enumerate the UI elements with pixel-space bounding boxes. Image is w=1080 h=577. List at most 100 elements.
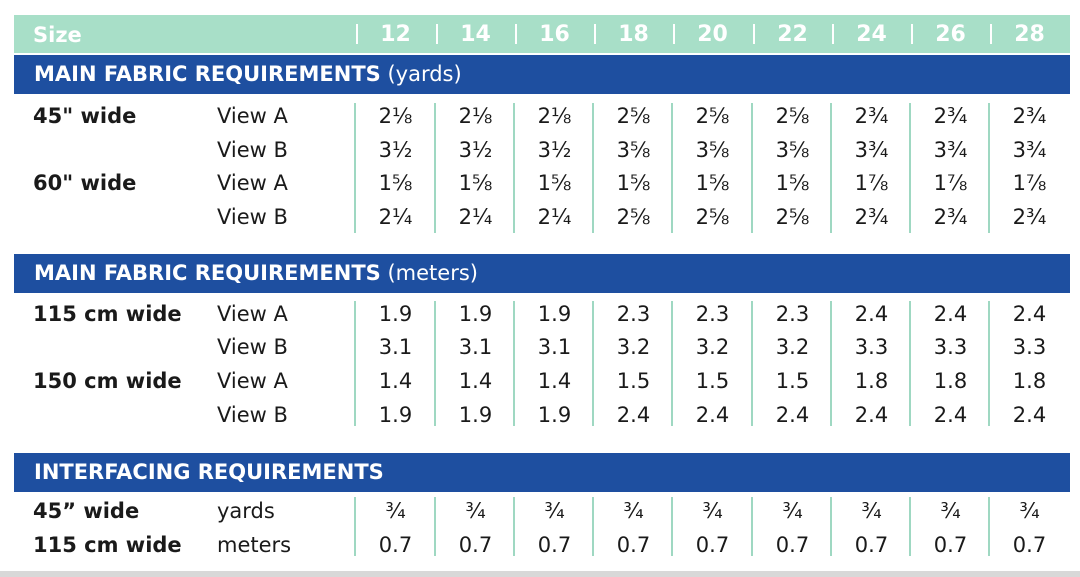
table-cell: 1.9 xyxy=(458,403,493,427)
table-cell: 2¾ xyxy=(933,205,968,229)
table-cell: 2.4 xyxy=(933,302,968,326)
size-header-18: 18 xyxy=(618,22,649,47)
column-divider xyxy=(830,301,832,426)
column-divider xyxy=(592,497,594,556)
column-divider xyxy=(513,301,515,426)
table-cell: 1.5 xyxy=(616,369,651,393)
table-cell: 3.3 xyxy=(854,335,889,359)
size-header-12: 12 xyxy=(380,22,411,47)
table-cell: 2⅛ xyxy=(458,104,493,128)
fabric-width-label: 45" wide xyxy=(33,104,137,128)
table-cell: 3¾ xyxy=(854,138,889,162)
column-divider xyxy=(988,497,990,556)
table-cell: 3.2 xyxy=(695,335,730,359)
table-cell: 2⅝ xyxy=(616,104,651,128)
table-cell: 2¾ xyxy=(1012,104,1047,128)
table-cell: 0.7 xyxy=(1012,533,1047,557)
table-cell: 1.4 xyxy=(378,369,413,393)
table-cell: 1⅝ xyxy=(378,171,413,195)
table-cell: 2¾ xyxy=(1012,205,1047,229)
table-cell: 0.7 xyxy=(695,533,730,557)
section-title: INTERFACING REQUIREMENTS xyxy=(34,460,384,484)
table-row: View B 2¼ 2¼ 2¼ 2⅝ 2⅝ 2⅝ 2¾ 2¾ 2¾ xyxy=(0,202,1080,236)
table-cell: 2⅛ xyxy=(537,104,572,128)
size-header-28: 28 xyxy=(1014,22,1045,47)
column-divider xyxy=(751,103,753,233)
table-row: 60" wide View A 1⅝ 1⅝ 1⅝ 1⅝ 1⅝ 1⅝ 1⅞ 1⅞ 1⅞ xyxy=(0,168,1080,202)
view-label: View A xyxy=(217,302,288,326)
view-label: View A xyxy=(217,104,288,128)
table-cell: 2¼ xyxy=(378,205,413,229)
table-row: View B 1.9 1.9 1.9 2.4 2.4 2.4 2.4 2.4 2.4 xyxy=(0,400,1080,434)
section-band: MAIN FABRIC REQUIREMENTS (yards) xyxy=(14,55,1070,94)
table-cell: 2¾ xyxy=(933,104,968,128)
fabric-width-label: 60" wide xyxy=(33,171,137,195)
table-cell: 1.4 xyxy=(458,369,493,393)
table-cell: 1⅞ xyxy=(1012,171,1047,195)
table-cell: 2⅛ xyxy=(378,104,413,128)
table-cell: 1.9 xyxy=(378,403,413,427)
column-divider xyxy=(671,497,673,556)
header-separator xyxy=(832,24,834,44)
table-cell: 1.9 xyxy=(378,302,413,326)
table-cell: ¾ xyxy=(1019,499,1040,523)
table-cell: ¾ xyxy=(465,499,486,523)
fabric-width-label: 115 cm wide xyxy=(33,533,182,557)
table-cell: 2.4 xyxy=(775,403,810,427)
header-separator xyxy=(990,24,992,44)
table-cell: 2¾ xyxy=(854,205,889,229)
table-cell: 1.5 xyxy=(775,369,810,393)
table-cell: 3.1 xyxy=(458,335,493,359)
column-divider xyxy=(354,301,356,426)
table-cell: 2¾ xyxy=(854,104,889,128)
table-cell: 3.2 xyxy=(616,335,651,359)
table-cell: 1.9 xyxy=(537,302,572,326)
view-label: View A xyxy=(217,369,288,393)
size-header-row: Size 12 14 16 18 20 22 24 26 28 xyxy=(14,15,1070,53)
table-row: 45" wide View A 2⅛ 2⅛ 2⅛ 2⅝ 2⅝ 2⅝ 2¾ 2¾ 2¾ xyxy=(0,101,1080,135)
table-cell: 1⅞ xyxy=(854,171,889,195)
table-cell: ¾ xyxy=(940,499,961,523)
table-cell: 2¼ xyxy=(537,205,572,229)
view-label: View B xyxy=(217,335,288,359)
column-divider xyxy=(830,497,832,556)
table-cell: 2.3 xyxy=(775,302,810,326)
table-cell: 3⅝ xyxy=(616,138,651,162)
column-divider xyxy=(513,103,515,233)
section-title: MAIN FABRIC REQUIREMENTS (meters) xyxy=(34,261,478,285)
table-cell: 2.4 xyxy=(695,403,730,427)
header-separator xyxy=(594,24,596,44)
table-cell: ¾ xyxy=(702,499,723,523)
table-cell: 1.9 xyxy=(537,403,572,427)
header-separator xyxy=(673,24,675,44)
table-cell: ¾ xyxy=(861,499,882,523)
section-band: MAIN FABRIC REQUIREMENTS (meters) xyxy=(14,254,1070,293)
table-row: 115 cm wide View A 1.9 1.9 1.9 2.3 2.3 2.3 2.4 2.… xyxy=(0,299,1080,333)
size-header-26: 26 xyxy=(935,22,966,47)
header-separator xyxy=(515,24,517,44)
table-cell: 1⅝ xyxy=(458,171,493,195)
column-divider xyxy=(592,103,594,233)
table-cell: 1.5 xyxy=(695,369,730,393)
table-cell: 3.3 xyxy=(933,335,968,359)
table-cell: ¾ xyxy=(385,499,406,523)
column-divider xyxy=(830,103,832,233)
table-cell: 1⅝ xyxy=(616,171,651,195)
column-divider xyxy=(751,301,753,426)
section-band: INTERFACING REQUIREMENTS xyxy=(14,453,1070,492)
column-divider xyxy=(434,103,436,233)
section-title-unit: (meters) xyxy=(387,261,478,285)
section-title: MAIN FABRIC REQUIREMENTS (yards) xyxy=(34,62,462,86)
table-cell: 2.4 xyxy=(854,302,889,326)
header-separator xyxy=(436,24,438,44)
table-cell: 2.4 xyxy=(1012,302,1047,326)
table-cell: 2.4 xyxy=(933,403,968,427)
table-row: 45” wide yards ¾ ¾ ¾ ¾ ¾ ¾ ¾ ¾ ¾ xyxy=(0,496,1080,530)
table-cell: 3.1 xyxy=(537,335,572,359)
view-label: View B xyxy=(217,403,288,427)
table-cell: 2⅝ xyxy=(616,205,651,229)
column-divider xyxy=(671,103,673,233)
column-divider xyxy=(751,497,753,556)
column-divider xyxy=(909,103,911,233)
table-cell: 1⅝ xyxy=(695,171,730,195)
